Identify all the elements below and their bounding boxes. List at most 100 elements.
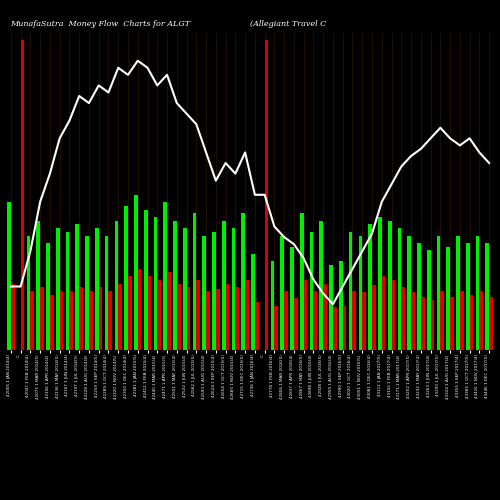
Bar bbox=[352, 291, 356, 350]
Bar bbox=[164, 202, 167, 350]
Bar bbox=[236, 287, 239, 350]
Bar bbox=[408, 236, 411, 350]
Bar bbox=[300, 214, 304, 350]
Bar bbox=[486, 243, 489, 350]
Bar bbox=[470, 294, 474, 350]
Bar bbox=[456, 236, 460, 350]
Bar bbox=[60, 291, 64, 350]
Bar bbox=[480, 291, 483, 350]
Bar bbox=[11, 284, 15, 350]
Bar bbox=[216, 290, 220, 350]
Bar bbox=[284, 291, 288, 350]
Bar bbox=[118, 284, 122, 350]
Bar bbox=[30, 291, 34, 350]
Bar bbox=[255, 302, 258, 350]
Bar bbox=[158, 280, 161, 350]
Bar bbox=[290, 246, 294, 350]
Bar bbox=[167, 272, 170, 350]
Bar bbox=[36, 221, 40, 350]
Bar bbox=[114, 221, 118, 350]
Bar bbox=[388, 221, 392, 350]
Bar bbox=[242, 214, 245, 350]
Bar bbox=[339, 262, 342, 350]
Bar bbox=[436, 236, 440, 350]
Bar bbox=[304, 280, 308, 350]
Bar bbox=[134, 195, 138, 350]
Bar bbox=[368, 224, 372, 350]
Bar bbox=[320, 221, 323, 350]
Bar bbox=[222, 221, 226, 350]
Bar bbox=[323, 284, 327, 350]
Bar bbox=[212, 232, 216, 350]
Bar bbox=[460, 291, 464, 350]
Bar bbox=[333, 307, 336, 350]
Bar bbox=[85, 236, 89, 350]
Bar bbox=[148, 276, 151, 350]
Bar bbox=[46, 243, 50, 350]
Bar bbox=[95, 228, 98, 350]
Bar bbox=[466, 243, 469, 350]
Bar bbox=[192, 214, 196, 350]
Bar bbox=[124, 206, 128, 350]
Bar bbox=[105, 236, 108, 350]
Bar bbox=[264, 40, 268, 350]
Bar bbox=[177, 284, 180, 350]
Bar bbox=[421, 297, 424, 350]
Bar bbox=[154, 217, 158, 350]
Bar bbox=[398, 228, 402, 350]
Bar bbox=[417, 243, 421, 350]
Bar bbox=[314, 291, 317, 350]
Bar bbox=[70, 291, 73, 350]
Bar bbox=[26, 236, 30, 350]
Bar bbox=[342, 306, 346, 350]
Bar bbox=[440, 291, 444, 350]
Bar bbox=[402, 287, 405, 350]
Bar bbox=[50, 294, 53, 350]
Bar bbox=[66, 232, 70, 350]
Bar bbox=[382, 276, 386, 350]
Bar bbox=[226, 284, 230, 350]
Bar bbox=[56, 228, 59, 350]
Bar bbox=[476, 236, 480, 350]
Bar bbox=[411, 292, 415, 350]
Bar bbox=[108, 291, 112, 350]
Bar bbox=[280, 236, 284, 350]
Bar bbox=[173, 221, 177, 350]
Bar bbox=[79, 287, 83, 350]
Bar bbox=[20, 40, 24, 350]
Bar bbox=[372, 285, 376, 350]
Bar bbox=[186, 287, 190, 350]
Bar bbox=[128, 276, 132, 350]
Bar bbox=[144, 210, 148, 350]
Bar bbox=[330, 265, 333, 350]
Text: MunafaSutra  Money Flow  Charts for ALGT: MunafaSutra Money Flow Charts for ALGT bbox=[10, 20, 190, 28]
Bar bbox=[98, 287, 102, 350]
Bar bbox=[202, 236, 206, 350]
Bar bbox=[378, 217, 382, 350]
Bar bbox=[392, 280, 395, 350]
Bar bbox=[251, 254, 255, 350]
Bar bbox=[349, 232, 352, 350]
Bar bbox=[430, 300, 434, 350]
Bar bbox=[450, 297, 454, 350]
Bar bbox=[138, 269, 141, 350]
Bar bbox=[446, 246, 450, 350]
Text: (Allegiant Travel C: (Allegiant Travel C bbox=[250, 20, 326, 28]
Bar bbox=[76, 224, 79, 350]
Bar bbox=[310, 232, 314, 350]
Bar bbox=[232, 228, 235, 350]
Bar bbox=[489, 297, 493, 350]
Bar bbox=[274, 306, 278, 350]
Bar bbox=[270, 262, 274, 350]
Bar bbox=[358, 236, 362, 350]
Bar bbox=[362, 292, 366, 350]
Bar bbox=[196, 280, 200, 350]
Bar bbox=[89, 291, 92, 350]
Bar bbox=[40, 287, 44, 350]
Bar bbox=[7, 202, 11, 350]
Bar bbox=[206, 291, 210, 350]
Bar bbox=[245, 280, 249, 350]
Bar bbox=[294, 298, 298, 350]
Bar bbox=[183, 228, 186, 350]
Bar bbox=[427, 250, 430, 350]
